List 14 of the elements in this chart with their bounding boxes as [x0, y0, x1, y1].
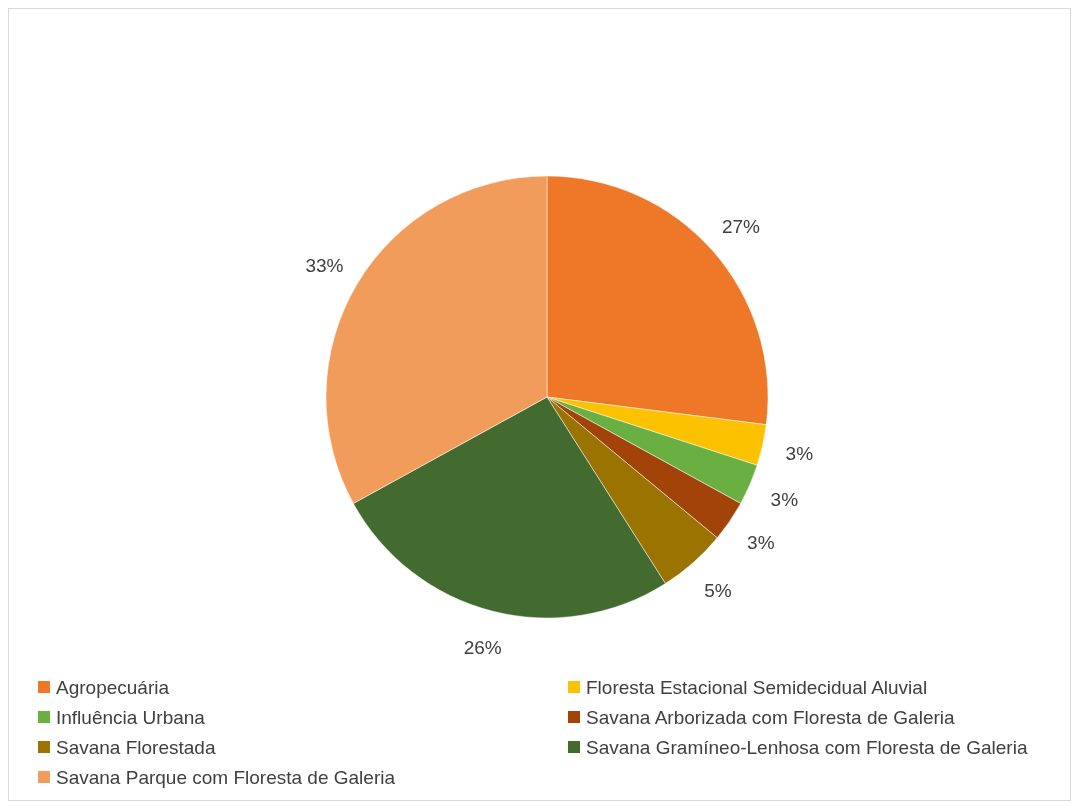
data-label: 27% — [721, 215, 761, 237]
data-label: 33% — [305, 254, 344, 276]
legend-label: Savana Parque com Floresta de Galeria — [56, 766, 396, 788]
data-label: 3% — [770, 489, 799, 511]
data-label: 3% — [785, 442, 814, 464]
data-label: 3% — [747, 531, 775, 553]
data-label: 26% — [463, 636, 502, 658]
legend-label: Influência Urbana — [56, 706, 206, 728]
legend-label: Floresta Estacional Semidecidual Aluvial — [586, 676, 928, 698]
legend-label: Savana Arborizada com Floresta de Galeria — [586, 706, 956, 728]
legend-label: Agropecuária — [56, 676, 170, 698]
legend-label: Savana Florestada — [56, 736, 216, 758]
legend-label: Savana Gramíneo-Lenhosa com Floresta de Galeria — [586, 736, 1028, 758]
data-label: 5% — [704, 580, 732, 602]
